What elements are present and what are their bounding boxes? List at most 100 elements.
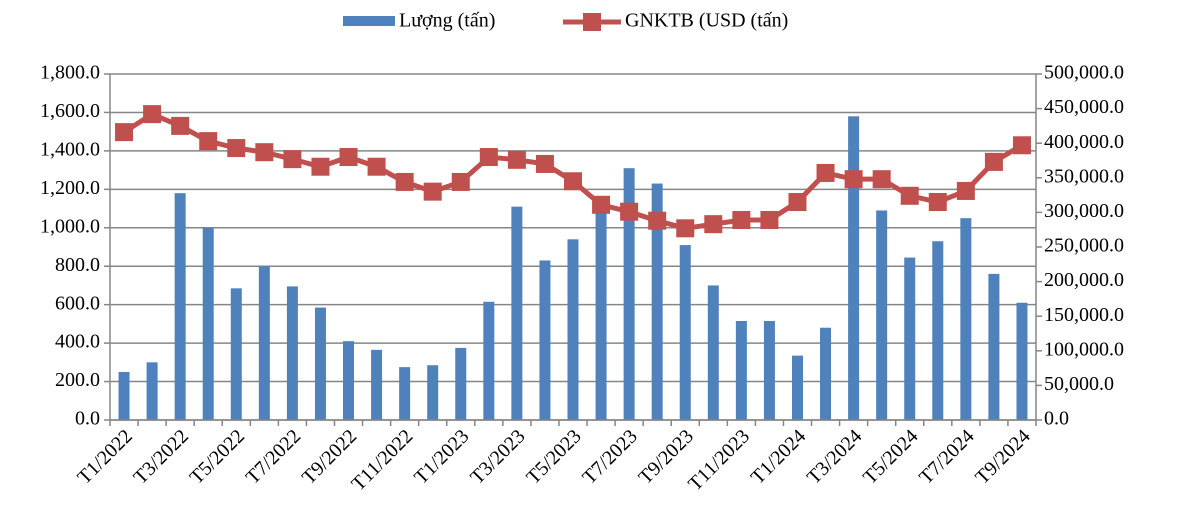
bar: [623, 168, 635, 420]
line-marker: [620, 202, 639, 221]
y-tick-label: 800.0: [55, 254, 100, 276]
x-tick-label: T11/2022: [347, 425, 417, 495]
x-tick-label: T5/2023: [522, 425, 585, 488]
bar: [1016, 302, 1028, 420]
bar: [399, 367, 411, 420]
line-marker: [704, 215, 723, 234]
bar: [848, 116, 860, 421]
line-marker: [648, 211, 667, 230]
x-tick-label: T11/2023: [684, 425, 754, 495]
x-tick-label: T5/2024: [859, 425, 922, 488]
line-marker: [367, 157, 386, 176]
line-marker: [760, 211, 779, 230]
y2-tick-label: 150,000.0: [1044, 304, 1124, 326]
line-marker: [592, 195, 611, 214]
y-tick-label: 1,000.0: [40, 215, 100, 237]
y2-tick-label: 350,000.0: [1044, 165, 1124, 187]
bar: [483, 301, 495, 420]
bar: [314, 307, 326, 420]
line-marker: [227, 139, 246, 158]
line-marker: [984, 152, 1003, 171]
line-marker: [507, 150, 526, 169]
line-marker: [479, 148, 498, 167]
line-marker: [1012, 136, 1031, 155]
bar: [567, 239, 579, 420]
x-tick-label: T7/2022: [242, 425, 305, 488]
line-marker: [564, 172, 582, 191]
bar: [146, 362, 158, 420]
line-marker: [676, 219, 695, 238]
y-tick-label: 1,200.0: [40, 177, 100, 199]
line-marker: [171, 116, 190, 135]
line-marker: [900, 186, 919, 205]
bar: [735, 321, 747, 420]
y2-tick-label: 100,000.0: [1044, 338, 1124, 360]
y2-tick-label: 300,000.0: [1044, 200, 1124, 222]
line-marker: [311, 157, 330, 176]
y-tick-label: 200.0: [55, 369, 100, 391]
line-marker: [451, 172, 470, 191]
y2-tick-label: 50,000.0: [1044, 373, 1114, 395]
bar: [258, 266, 270, 420]
bar: [651, 183, 663, 420]
legend-label: Lượng (tấn): [399, 10, 495, 32]
line-marker: [732, 211, 751, 230]
line-marker: [143, 105, 162, 124]
line-marker: [395, 172, 414, 191]
y-tick-label: 1,800.0: [40, 62, 100, 84]
bar: [511, 206, 523, 420]
bar: [988, 273, 1000, 420]
line-marker: [872, 170, 891, 189]
bar: [876, 210, 888, 420]
x-tick-label: T1/2024: [747, 425, 810, 488]
bar: [455, 347, 467, 420]
x-tick-label: T7/2023: [578, 425, 641, 488]
y-tick-label: 1,400.0: [40, 138, 100, 160]
line-marker: [115, 123, 134, 142]
x-tick-label: T1/2022: [73, 425, 136, 488]
bar: [343, 341, 355, 420]
legend-label: GNKTB (USD (tấn): [625, 10, 788, 32]
line-marker: [928, 193, 947, 212]
line-marker: [423, 182, 442, 201]
bar: [230, 288, 242, 420]
bar: [791, 355, 803, 420]
y2-tick-label: 400,000.0: [1044, 131, 1124, 153]
line-marker: [283, 150, 302, 169]
bar: [118, 371, 130, 420]
bar: [763, 321, 775, 420]
bar: [202, 227, 214, 420]
line-marker: [339, 148, 358, 167]
line-marker: [199, 132, 218, 151]
line-marker: [844, 170, 863, 189]
bar: [679, 245, 691, 420]
bar: [960, 218, 972, 420]
bar: [174, 193, 186, 420]
line-marker: [255, 143, 274, 162]
y2-tick-label: 500,000.0: [1044, 62, 1124, 84]
bar: [539, 260, 551, 420]
x-tick-label: T3/2022: [129, 425, 192, 488]
y-tick-label: 400.0: [55, 331, 100, 353]
x-tick-label: T3/2024: [803, 425, 866, 488]
y2-tick-label: 250,000.0: [1044, 235, 1124, 257]
line-marker: [956, 181, 975, 200]
bar: [904, 257, 916, 420]
y-tick-label: 0.0: [75, 408, 100, 430]
line-marker: [816, 163, 835, 182]
x-tick-label: T1/2023: [410, 425, 473, 488]
bar: [932, 241, 944, 420]
y-tick-label: 1,600.0: [40, 100, 100, 122]
bar: [427, 365, 439, 420]
x-tick-label: T9/2024: [971, 425, 1034, 488]
bar: [371, 349, 383, 420]
y-tick-label: 600.0: [55, 292, 100, 314]
bar: [595, 208, 607, 420]
legend-swatch: [343, 16, 395, 26]
legend-marker: [583, 13, 601, 31]
bar: [286, 286, 298, 420]
bar: [820, 327, 832, 420]
line-marker: [788, 193, 807, 212]
x-tick-label: T3/2023: [466, 425, 529, 488]
